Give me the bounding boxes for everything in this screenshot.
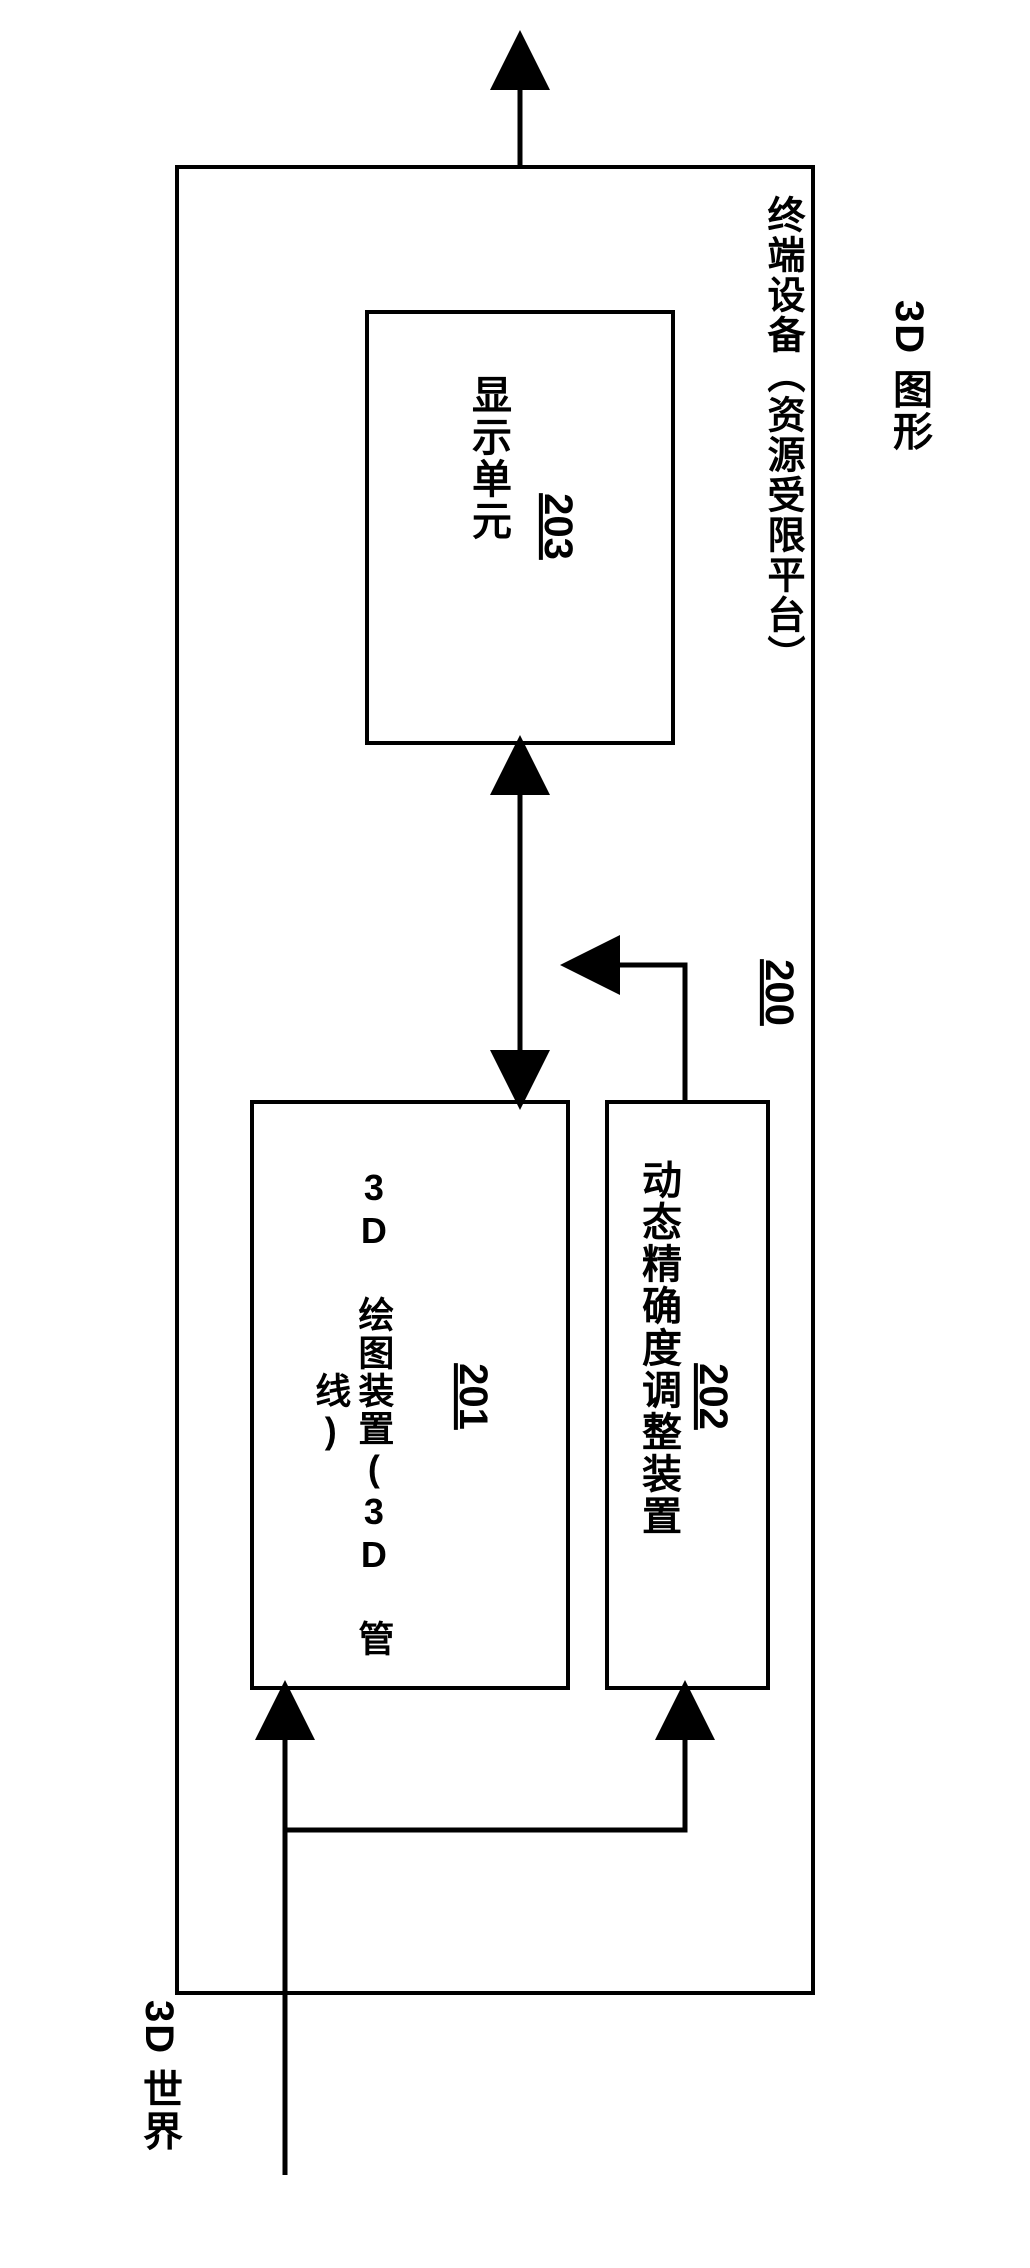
diagram-canvas: 终端设备（资源受限平台） 200 显示单元 203 3D 绘图装置(3D 管线)… [0, 0, 1030, 2268]
pipeline-number: 201 [450, 1363, 495, 1430]
precision-block: 动态精确度调整装置 202 [605, 1100, 770, 1690]
container-title-text: 终端设备（资源受限平台） [761, 195, 803, 675]
display-unit-number: 203 [535, 493, 580, 560]
display-unit-block: 显示单元 203 [365, 310, 675, 745]
precision-label: 动态精确度调整装置 [629, 1159, 687, 1537]
precision-number: 202 [690, 1363, 735, 1430]
container-title: 终端设备（资源受限平台） [755, 195, 810, 675]
pipeline-block: 3D 绘图装置(3D 管线) 201 [250, 1100, 570, 1690]
container-number: 200 [756, 959, 801, 1026]
display-unit-label: 显示单元 [459, 374, 517, 542]
output-label: 3D 图形 [880, 300, 938, 452]
pipeline-label: 3D 绘图装置(3D 管线) [309, 1139, 395, 1686]
input-label: 3D 世界 [130, 2000, 188, 2152]
